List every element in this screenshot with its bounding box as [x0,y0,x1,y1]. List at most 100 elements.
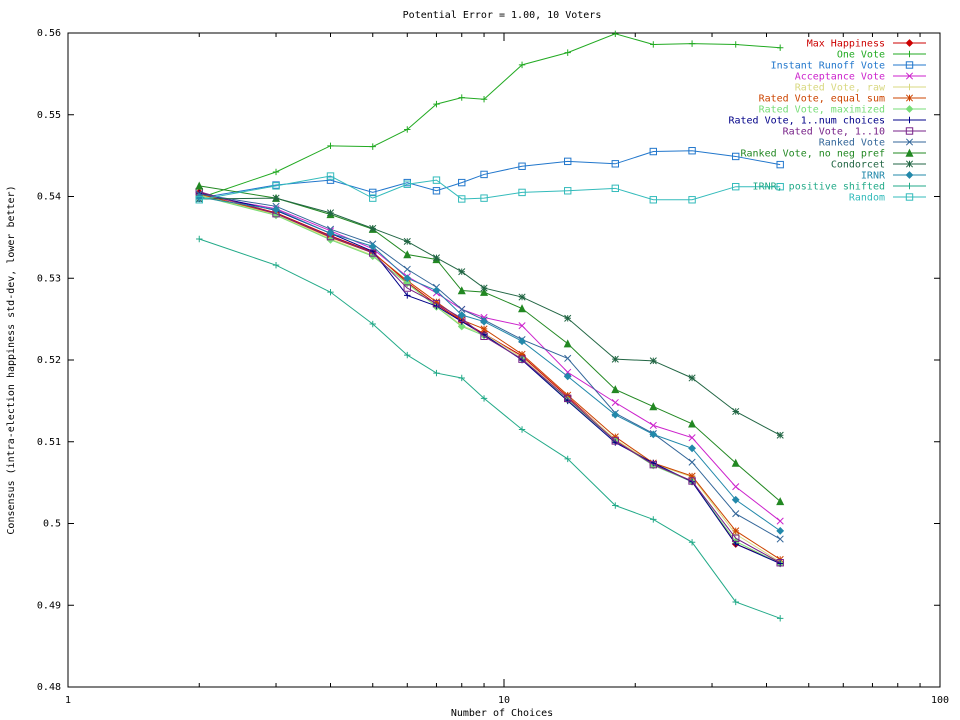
legend-marker [905,39,914,47]
data-point [564,157,572,166]
legend-label: Rated Vote, raw [795,83,886,94]
legend-item: Ranked Vote, no neg pref [741,148,926,160]
legend-item: Rated Vote, maximized [759,105,926,116]
series-line [199,185,781,502]
data-point [612,502,619,509]
data-point [432,286,441,295]
legend-marker [905,72,914,80]
data-point [369,320,376,328]
data-point [403,284,411,292]
legend-item: Rated Vote, 1..10 [783,127,926,138]
data-point [326,172,335,180]
series-rated-vote-equal-sum [195,190,784,564]
data-point [518,293,526,301]
data-point [327,288,334,296]
data-point [649,421,657,429]
data-point [195,181,204,190]
series-random [195,172,784,204]
data-point [611,184,619,193]
data-point [611,433,619,441]
data-point [649,357,657,365]
y-tick-label: 0.54 [37,192,61,203]
legend-label: One Vote [837,50,885,61]
data-point [403,274,412,283]
series-instant-runoff-vote [195,147,784,202]
data-point [480,194,488,202]
data-point [732,41,739,48]
data-point [688,444,696,453]
legend-label: Acceptance Vote [795,72,885,83]
data-point [404,292,411,299]
data-point [458,195,466,203]
legend-marker [906,182,913,190]
data-point [776,431,784,439]
data-point [776,517,784,525]
data-point [732,407,740,416]
data-point [518,304,527,313]
legend-marker [905,193,914,201]
data-point [650,516,657,523]
data-point [480,284,488,292]
data-point [732,534,740,542]
legend-marker [906,50,913,58]
series-rated-vote-maximized [195,191,785,568]
data-point [649,460,657,469]
data-point [649,402,658,411]
y-tick-label: 0.53 [37,273,61,284]
legend-label: Max Happiness [807,39,885,50]
series-one-vote [196,30,784,202]
legend-label: Rated Vote, 1..num choices [728,116,885,127]
series-line [199,238,781,619]
data-point [563,372,572,381]
data-point [326,225,335,233]
data-point [564,314,572,322]
legend-marker [905,148,914,157]
series-acceptance-vote [195,191,784,525]
series-irnr [195,193,785,535]
y-tick-label: 0.5 [43,519,61,530]
data-point [732,182,740,191]
data-point [403,265,411,273]
data-point [688,374,696,382]
legend-marker [905,105,914,113]
data-point [458,305,466,313]
data-point [404,126,411,133]
series-ranked-vote [195,190,784,543]
legend-item: Rated Vote, 1..num choices [728,116,926,127]
legend-label: Ranked Vote [819,138,885,149]
chart-title: Potential Error = 1.00, 10 Voters [403,10,602,21]
data-point [272,194,280,202]
data-point [480,96,488,103]
x-axis-label: Number of Choices [451,708,553,719]
legend-item: One Vote [837,50,926,61]
data-point [518,322,526,330]
data-point [403,237,411,246]
legend-marker [905,160,914,168]
data-point [433,100,440,108]
data-point [688,472,696,480]
data-point [272,182,280,190]
series-rated-vote-1-10 [195,187,784,567]
series-line [199,197,781,436]
y-tick-label: 0.56 [37,28,61,39]
legend-label: Ranked Vote, no neg pref [741,149,886,160]
data-point [272,205,280,214]
legend-marker [906,116,913,124]
legend-item: IRNR [861,171,926,182]
data-point [776,559,784,567]
series-condorcet [195,194,784,439]
legend-item: Acceptance Vote [795,72,926,83]
data-point [518,337,526,346]
data-point [369,143,376,150]
data-point [457,322,466,331]
legend-item: IRNR, positive shifted [753,182,926,193]
data-point [432,187,441,195]
data-point [432,299,441,308]
data-point [649,430,658,439]
data-point [272,168,280,176]
legend-marker [905,61,914,69]
data-point [326,209,335,217]
data-point [732,510,740,518]
data-point [732,527,740,535]
series-ranked-vote-no-neg-pref [195,181,785,506]
